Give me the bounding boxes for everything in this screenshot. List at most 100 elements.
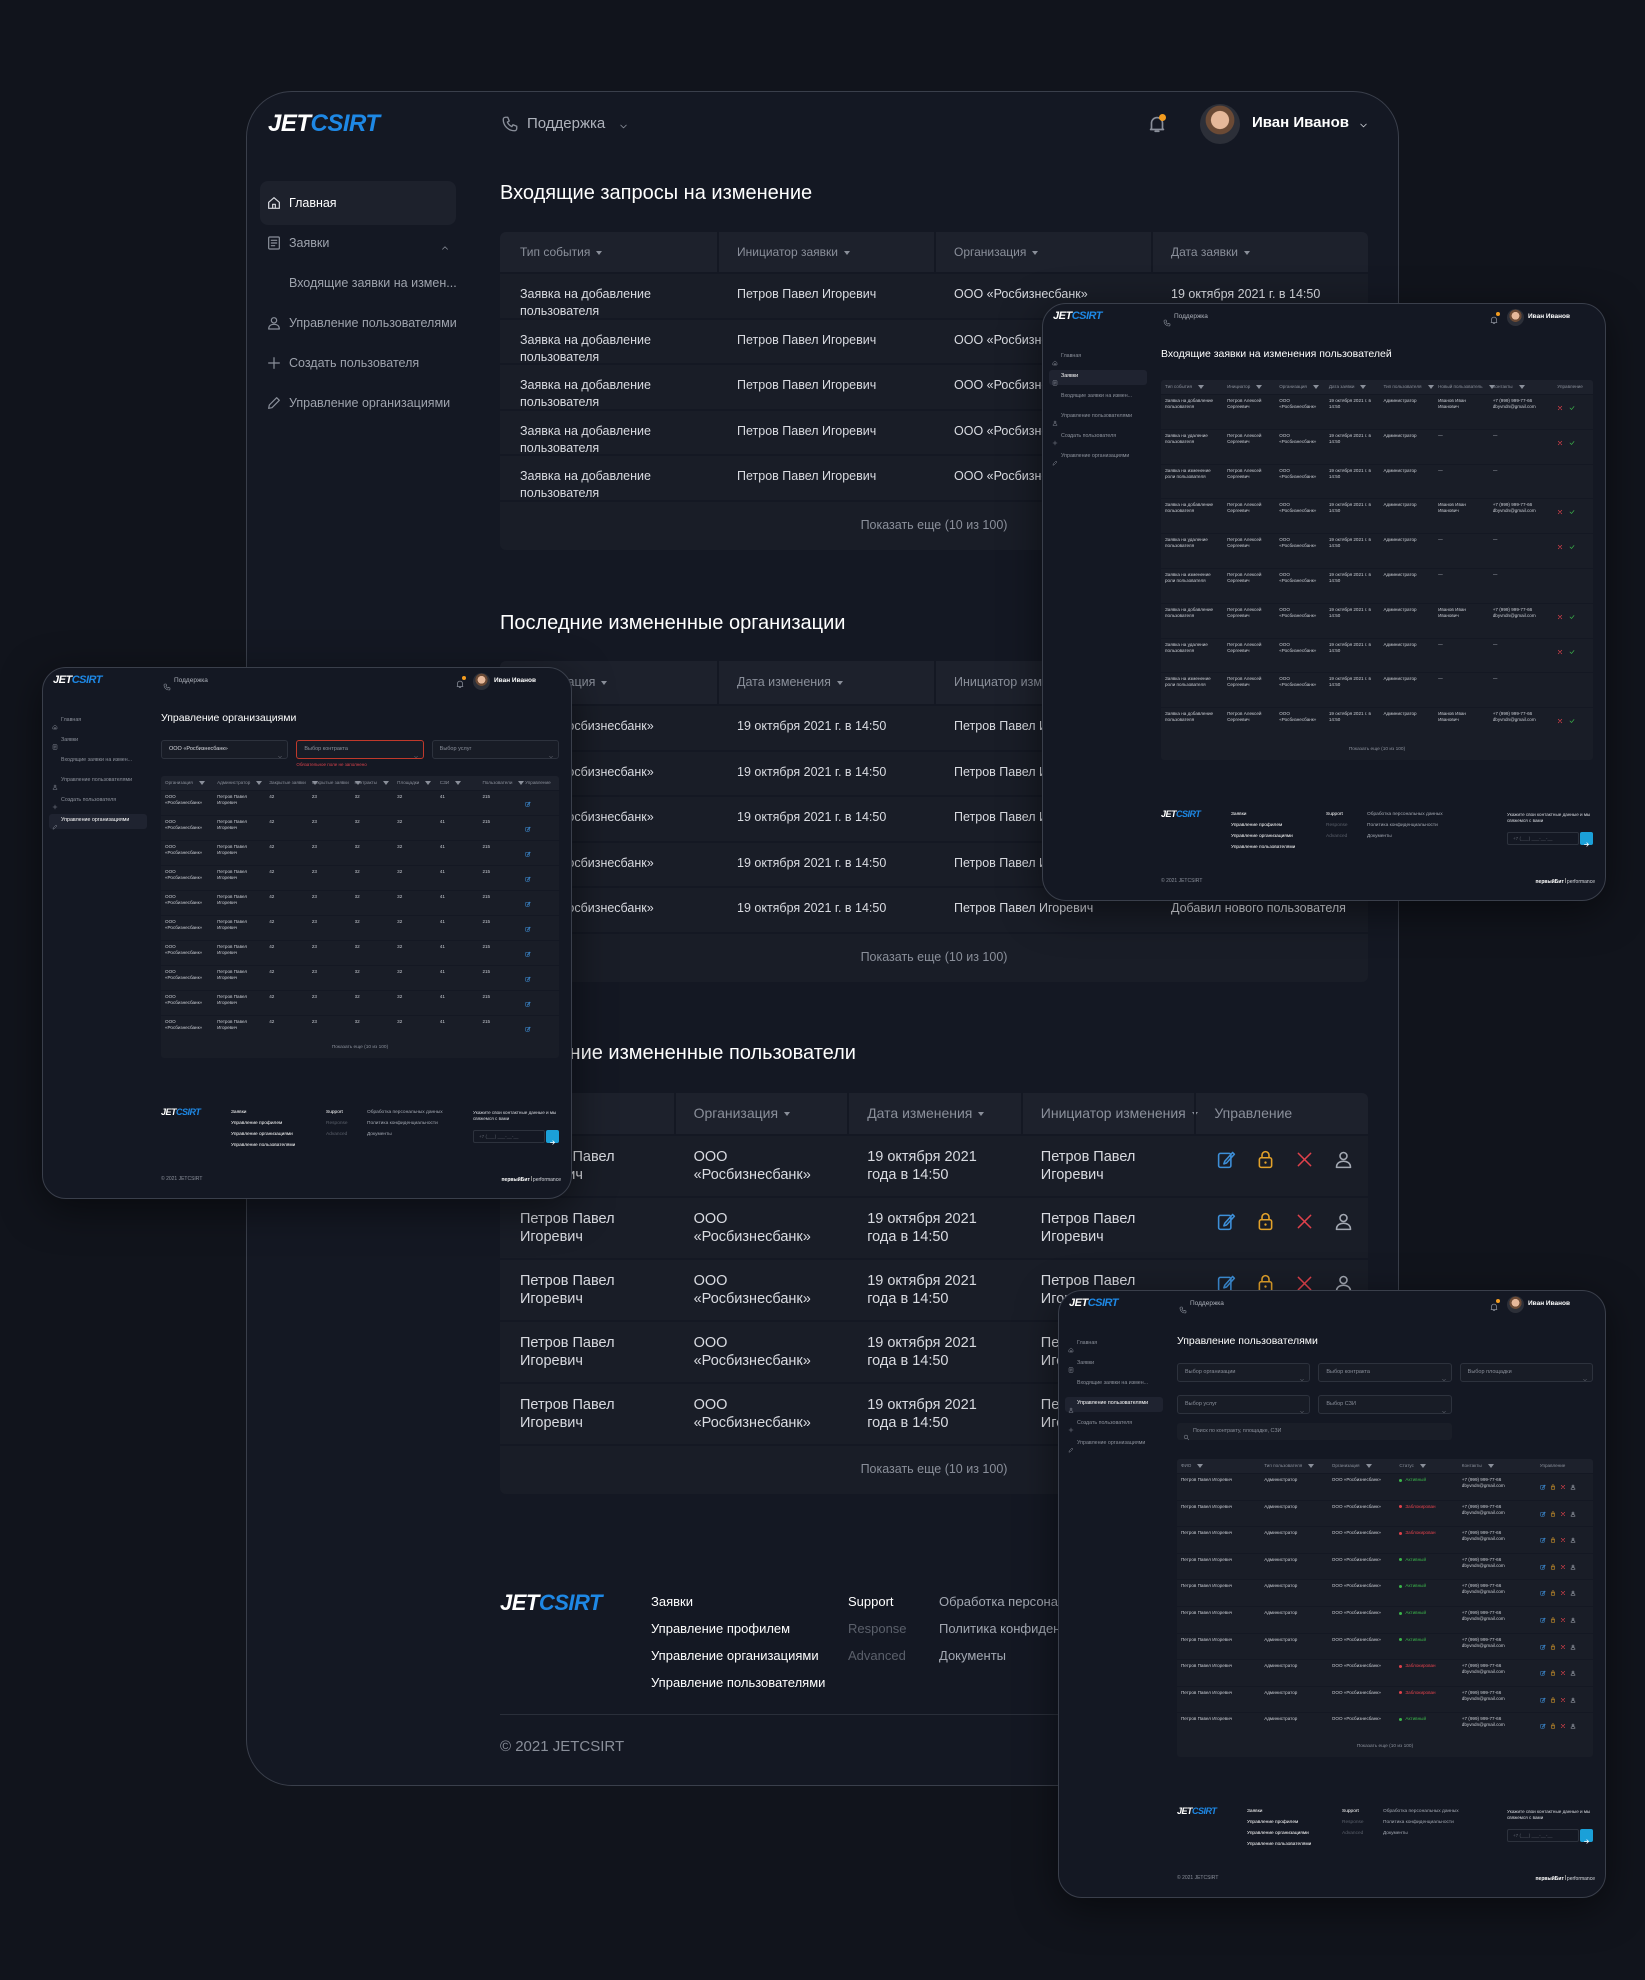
column-header[interactable]: Дата изменения [737,661,843,704]
avatar[interactable] [473,673,490,690]
person-icon[interactable] [1570,1477,1576,1490]
show-more[interactable]: Показать еще (10 из 100) [860,949,1008,964]
footer-link[interactable]: Управление организациями [1231,834,1293,839]
person-icon[interactable] [1333,1273,1354,1294]
nav-item[interactable]: Управление организациями [1061,453,1130,459]
chevup-icon[interactable] [440,240,450,250]
logo[interactable]: JETCSIRT [500,1590,602,1616]
footer-link[interactable]: Управление пользователями [231,1143,296,1148]
column-header[interactable]: Новый пользователь [1438,380,1494,394]
nav-item[interactable]: Заявки [61,737,79,743]
select-filter[interactable]: Выбор контракта [296,740,424,759]
nav-item[interactable]: Входящие заявки на измен... [61,757,133,763]
footer-support[interactable]: Response [326,1121,348,1126]
lock-icon[interactable] [1550,1690,1556,1703]
edit-icon[interactable] [525,869,531,882]
edit-icon[interactable] [525,994,531,1007]
lock-icon[interactable] [1550,1477,1556,1490]
footer-link[interactable]: Управление профилем [1231,823,1283,828]
user-name[interactable]: Иван Иванов [494,677,537,684]
nav-item[interactable]: Главная [61,717,82,723]
cross-icon[interactable] [1557,607,1563,619]
check-icon[interactable] [1569,502,1575,515]
logo[interactable]: JETCSIRT [1053,310,1103,322]
person-icon[interactable] [1570,1557,1576,1570]
select-filter[interactable]: Выбор услуг [1177,1395,1311,1414]
person-icon[interactable] [1570,1530,1576,1543]
select-filter[interactable]: Выбор организации [1177,1363,1311,1382]
column-header[interactable]: Дата заявки [1329,380,1367,394]
lock-icon[interactable] [1255,1211,1276,1232]
avatar[interactable] [1200,104,1240,144]
logo[interactable]: JETCSIRT [53,674,103,686]
lock-icon[interactable] [1255,1149,1276,1170]
select-filter[interactable]: ООО «Росбизнесбанк» [161,740,289,759]
nav-item[interactable]: Главная [1061,353,1082,359]
edit-icon[interactable] [1216,1211,1237,1232]
column-header[interactable]: Тип события [1165,380,1204,394]
footer-link[interactable]: Управление пользователями [1247,1842,1312,1847]
check-icon[interactable] [1569,642,1575,654]
nav-item[interactable]: Заявки [1077,1360,1095,1366]
edit-icon[interactable] [525,919,531,932]
lock-icon[interactable] [1550,1663,1556,1676]
support-menu[interactable]: Поддержка [1174,313,1208,320]
footer-support[interactable]: Advanced [1326,834,1348,839]
person-icon[interactable] [1570,1610,1576,1623]
footer-link[interactable]: Управление профилем [651,1621,791,1636]
edit-icon[interactable] [525,894,531,907]
bell-icon[interactable] [1489,1299,1499,1311]
lock-icon[interactable] [1550,1557,1556,1570]
column-header[interactable]: Пользователи [482,776,524,790]
nav-item[interactable]: Управление организациями [1077,1440,1146,1446]
column-header[interactable]: Организация [1279,380,1319,394]
footer-doc[interactable]: Документы [1383,1831,1408,1836]
show-more[interactable]: Показать еще (10 из 100) [860,1462,1008,1476]
nav-item[interactable]: Создать пользователя [1061,433,1117,439]
cross-icon[interactable] [1560,1557,1566,1569]
nav-item[interactable]: Управление пользователями [1061,413,1133,419]
phone-input[interactable]: +7 (___) ___-__-__ [1507,1829,1579,1842]
edit-icon[interactable] [1216,1149,1237,1170]
cross-icon[interactable] [1294,1273,1315,1294]
logo[interactable]: JETCSIRT [268,110,380,138]
footer-link[interactable]: Управление пользователями [1231,845,1296,850]
nav-item[interactable]: Заявки [289,236,330,250]
column-header[interactable]: Организация [165,776,205,790]
logo[interactable]: JETCSIRT [161,1107,201,1117]
nav-item[interactable]: Создать пользователя [289,356,420,370]
column-header[interactable]: Контракты [355,776,389,790]
cross-icon[interactable] [1294,1149,1315,1170]
footer-doc[interactable]: Документы [1367,834,1392,839]
footer-link[interactable]: Управление организациями [231,1132,293,1137]
edit-icon[interactable] [525,944,531,957]
cross-icon[interactable] [1557,398,1563,411]
footer-doc[interactable]: Документы [367,1132,392,1137]
edit-icon[interactable] [1540,1557,1546,1570]
person-icon[interactable] [1570,1583,1576,1596]
cross-icon[interactable] [1560,1610,1566,1623]
edit-icon[interactable] [1540,1716,1546,1729]
footer-support[interactable]: Advanced [1342,1831,1364,1836]
check-icon[interactable] [1569,537,1575,549]
nav-item[interactable]: Входящие заявки на измен... [289,276,457,290]
cross-icon[interactable] [1557,502,1563,515]
footer-link[interactable]: Заявки [231,1110,247,1115]
column-header[interactable]: Площадки [397,776,431,790]
person-icon[interactable] [1333,1149,1354,1170]
column-header[interactable]: ФИО [1181,1459,1203,1473]
pencil-icon[interactable] [266,395,282,411]
edit-icon[interactable] [1540,1477,1546,1490]
edit-icon[interactable] [1540,1610,1546,1623]
lock-icon[interactable] [1550,1530,1556,1543]
column-header[interactable]: Статус [1399,1459,1426,1473]
edit-icon[interactable] [1540,1583,1546,1596]
person-icon[interactable] [1570,1716,1576,1729]
column-header[interactable]: Инициатор заявки [737,232,850,272]
footer-link[interactable]: Управление пользователями [651,1675,826,1690]
check-icon[interactable] [1569,607,1575,619]
column-header[interactable]: Организация [694,1093,790,1134]
cross-icon[interactable] [1560,1690,1566,1702]
nav-item[interactable]: Создать пользователя [61,797,117,803]
column-header[interactable]: Открытые заявки [312,776,361,790]
